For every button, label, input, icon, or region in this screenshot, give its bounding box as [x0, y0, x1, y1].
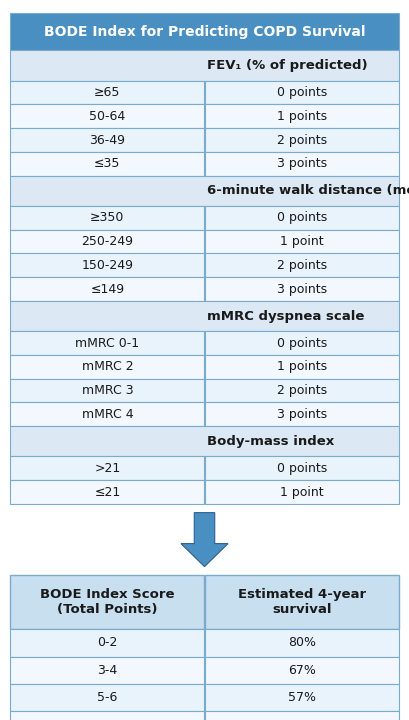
Bar	[10, 230, 204, 253]
Text: 6-minute walk distance (meters): 6-minute walk distance (meters)	[207, 184, 409, 197]
Text: 3 points: 3 points	[276, 282, 327, 296]
Bar	[204, 277, 399, 301]
Text: 3-4: 3-4	[97, 664, 117, 677]
Text: Body-mass index: Body-mass index	[207, 435, 334, 448]
Text: 1 points: 1 points	[276, 109, 327, 123]
Bar	[204, 331, 399, 355]
Text: 150-249: 150-249	[81, 258, 133, 272]
Text: mMRC 0-1: mMRC 0-1	[75, 336, 139, 350]
Text: 2 points: 2 points	[276, 258, 327, 272]
Text: 0-2: 0-2	[97, 636, 117, 649]
Bar	[204, 81, 399, 104]
Bar	[204, 575, 399, 629]
Bar	[204, 657, 399, 684]
Text: 18%: 18%	[288, 719, 316, 720]
Text: mMRC dyspnea scale: mMRC dyspnea scale	[207, 310, 364, 323]
Text: 3 points: 3 points	[276, 408, 327, 421]
Bar	[204, 379, 399, 402]
Bar	[10, 253, 204, 277]
Text: >21: >21	[94, 462, 121, 475]
Text: 5-6: 5-6	[97, 691, 117, 704]
Text: 1 point: 1 point	[280, 235, 324, 248]
Bar	[10, 575, 204, 629]
Text: 57%: 57%	[288, 691, 316, 704]
Text: FEV₁ (% of predicted): FEV₁ (% of predicted)	[207, 59, 368, 72]
Text: 67%: 67%	[288, 664, 316, 677]
Bar	[204, 684, 399, 711]
Bar	[10, 301, 399, 331]
Bar	[10, 152, 204, 176]
Text: mMRC 4: mMRC 4	[81, 408, 133, 421]
Bar	[204, 230, 399, 253]
Bar	[10, 206, 204, 230]
Text: 1 point: 1 point	[280, 485, 324, 499]
Text: Estimated 4-year
survival: Estimated 4-year survival	[238, 588, 366, 616]
Bar	[204, 402, 399, 426]
Bar	[10, 81, 204, 104]
Text: 0 points: 0 points	[276, 211, 327, 225]
Bar	[10, 13, 399, 50]
Bar	[10, 402, 204, 426]
Text: ≤21: ≤21	[94, 485, 121, 499]
Text: 3 points: 3 points	[276, 157, 327, 171]
Text: ≤35: ≤35	[94, 157, 121, 171]
Bar	[204, 480, 399, 504]
Text: ≥350: ≥350	[90, 211, 125, 225]
Polygon shape	[181, 513, 228, 567]
Bar	[204, 152, 399, 176]
Bar	[10, 277, 204, 301]
Text: ≤149: ≤149	[90, 282, 124, 296]
Text: mMRC 3: mMRC 3	[81, 384, 133, 397]
Bar	[10, 128, 204, 152]
Text: 50-64: 50-64	[89, 109, 126, 123]
Text: 2 points: 2 points	[276, 384, 327, 397]
Bar	[204, 206, 399, 230]
Text: 250-249: 250-249	[81, 235, 133, 248]
Bar	[204, 128, 399, 152]
Text: 1 points: 1 points	[276, 360, 327, 374]
Bar	[10, 629, 204, 657]
Text: 0 points: 0 points	[276, 336, 327, 350]
Bar	[10, 480, 204, 504]
Text: 80%: 80%	[288, 636, 316, 649]
Text: BODE Index Score
(Total Points): BODE Index Score (Total Points)	[40, 588, 175, 616]
Text: mMRC 2: mMRC 2	[81, 360, 133, 374]
Bar	[204, 355, 399, 379]
Bar	[204, 456, 399, 480]
Bar	[10, 456, 204, 480]
Bar	[10, 104, 204, 128]
Text: 0 points: 0 points	[276, 86, 327, 99]
Text: ≥65: ≥65	[94, 86, 121, 99]
Bar	[10, 50, 399, 81]
Bar	[10, 176, 399, 206]
Bar	[10, 355, 204, 379]
Text: 7-10: 7-10	[93, 719, 121, 720]
Bar	[10, 331, 204, 355]
Text: BODE Index for Predicting COPD Survival: BODE Index for Predicting COPD Survival	[44, 24, 365, 39]
Bar	[10, 711, 204, 720]
Text: 0 points: 0 points	[276, 462, 327, 475]
Bar	[10, 657, 204, 684]
Bar	[204, 104, 399, 128]
Bar	[204, 711, 399, 720]
Bar	[204, 629, 399, 657]
Bar	[204, 253, 399, 277]
Bar	[10, 379, 204, 402]
Text: 36-49: 36-49	[89, 133, 126, 147]
Bar	[10, 426, 399, 456]
Bar	[10, 684, 204, 711]
Text: 2 points: 2 points	[276, 133, 327, 147]
